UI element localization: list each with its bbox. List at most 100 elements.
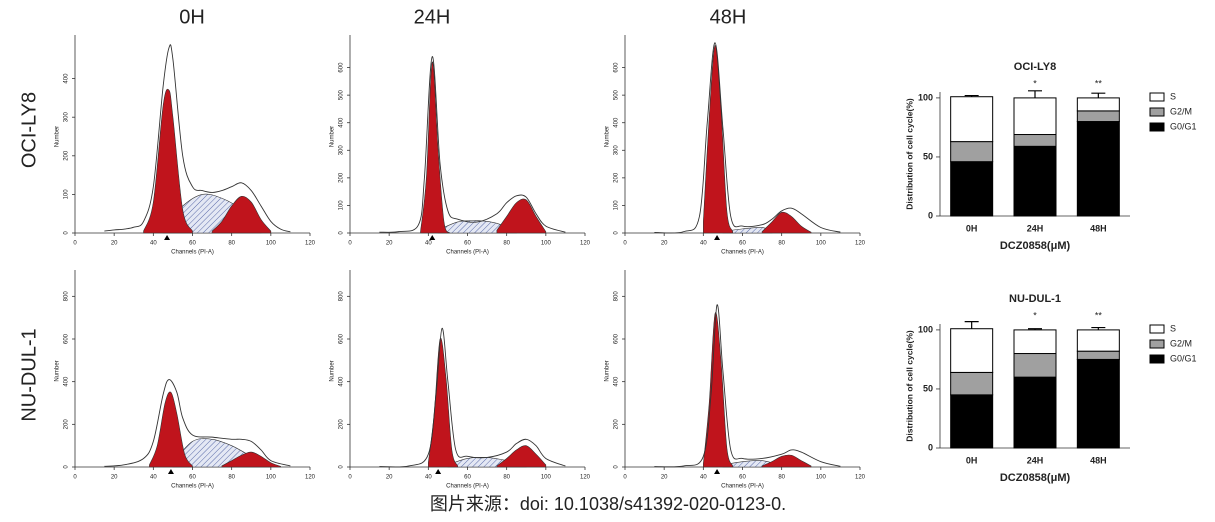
y-tick-label: 100 xyxy=(918,92,933,102)
x-tick-label: 40 xyxy=(700,475,707,481)
g1-marker xyxy=(714,469,721,474)
bar-segment xyxy=(950,161,994,217)
x-tick-label: 60 xyxy=(189,475,196,481)
column-label: 0H xyxy=(179,6,205,28)
x-tick-label: 60 xyxy=(739,475,746,481)
legend-label: G2/M xyxy=(1170,106,1192,116)
y-axis-label: Number xyxy=(605,360,611,381)
bar-segment xyxy=(1013,145,1057,217)
x-tick-label: 0 xyxy=(348,241,352,247)
x-tick-label: 24H xyxy=(1027,223,1044,233)
x-axis-label: Channels (PI-A) xyxy=(721,250,764,256)
x-tick-label: 20 xyxy=(661,241,668,247)
histogram-line xyxy=(654,304,841,468)
x-tick-label: 120 xyxy=(855,475,866,481)
histogram-area xyxy=(149,391,193,468)
y-tick-label: 600 xyxy=(614,62,620,73)
histogram-line xyxy=(104,379,291,467)
x-tick-label: 0H xyxy=(966,223,978,233)
y-tick-label: 500 xyxy=(614,89,620,100)
y-tick-label: 0 xyxy=(614,231,620,235)
x-tick-label: 20 xyxy=(111,241,118,247)
x-tick-label: 120 xyxy=(305,475,316,481)
x-tick-label: 60 xyxy=(464,475,471,481)
x-tick-label: 80 xyxy=(503,241,510,247)
significance: ** xyxy=(1095,310,1103,320)
legend-swatch xyxy=(1149,354,1165,364)
bar-segment xyxy=(1013,134,1057,147)
y-tick-label: 400 xyxy=(64,376,70,387)
error-bar xyxy=(964,321,979,329)
significance: * xyxy=(1033,78,1037,88)
x-tick-label: 80 xyxy=(778,475,785,481)
histogram-line xyxy=(654,42,841,234)
x-tick-label: 80 xyxy=(228,241,235,247)
y-tick-label: 600 xyxy=(614,333,620,344)
y-tick-label: 600 xyxy=(339,62,345,73)
y-tick-label: 0 xyxy=(64,231,70,235)
y-tick-label: 0 xyxy=(64,465,70,469)
y-tick-label: 400 xyxy=(614,376,620,387)
bar-segment xyxy=(1076,329,1120,352)
legend-label: G0/G1 xyxy=(1170,121,1197,131)
y-tick-label: 600 xyxy=(64,333,70,344)
y-tick-label: 100 xyxy=(64,189,70,200)
y-tick-label: 200 xyxy=(64,150,70,161)
bar-segment xyxy=(1076,110,1120,123)
histogram-area xyxy=(143,88,193,234)
histogram-area xyxy=(761,454,812,468)
bar-segment xyxy=(1076,350,1120,360)
x-tick-label: 120 xyxy=(580,475,591,481)
y-axis-label: Number xyxy=(330,126,336,147)
y-tick-label: 400 xyxy=(64,73,70,84)
y-tick-label: 100 xyxy=(339,200,345,211)
x-tick-label: 0 xyxy=(348,475,352,481)
legend-swatch xyxy=(1149,107,1165,117)
row-label: NU-DUL-1 xyxy=(18,328,40,421)
y-tick-label: 500 xyxy=(339,89,345,100)
x-tick-label: 100 xyxy=(816,241,827,247)
error-bar xyxy=(1028,90,1042,98)
column-label: 48H xyxy=(710,6,747,28)
x-tick-label: 24H xyxy=(1027,455,1044,465)
y-tick-label: 400 xyxy=(339,117,345,128)
x-axis-label: DCZ0858(μM) xyxy=(1000,472,1071,484)
x-tick-label: 60 xyxy=(464,241,471,247)
error-bar xyxy=(1028,328,1042,330)
bar-segment xyxy=(950,328,994,373)
x-tick-label: 60 xyxy=(189,241,196,247)
y-tick-label: 800 xyxy=(64,291,70,302)
y-tick-label: 600 xyxy=(339,333,345,344)
legend-swatch xyxy=(1149,122,1165,132)
bar-segment xyxy=(1013,376,1057,449)
histogram-area xyxy=(761,211,812,234)
y-tick-label: 0 xyxy=(339,231,345,235)
x-axis-label: Channels (PI-A) xyxy=(171,484,214,490)
y-axis-label: Distribution of cell cycle(%) xyxy=(904,98,914,210)
histogram-area xyxy=(420,61,451,234)
x-tick-label: 100 xyxy=(816,475,827,481)
x-tick-label: 0H xyxy=(966,455,978,465)
histogram-area xyxy=(221,451,281,468)
g1-marker xyxy=(167,469,174,474)
chart-title: NU-DUL-1 xyxy=(1009,293,1061,305)
bar-segment xyxy=(1076,97,1120,112)
histogram-area xyxy=(496,198,547,234)
g1-marker xyxy=(714,235,721,240)
x-axis-label: Channels (PI-A) xyxy=(171,250,214,256)
x-tick-label: 80 xyxy=(503,475,510,481)
column-label: 24H xyxy=(414,6,451,28)
x-axis-label: Channels (PI-A) xyxy=(446,484,489,490)
x-tick-label: 20 xyxy=(661,475,668,481)
histogram-line xyxy=(379,56,566,233)
x-tick-label: 120 xyxy=(580,241,591,247)
y-tick-label: 300 xyxy=(64,112,70,123)
y-axis-label: Number xyxy=(330,360,336,381)
x-tick-label: 80 xyxy=(228,475,235,481)
y-tick-label: 800 xyxy=(339,291,345,302)
bar-segment xyxy=(1076,121,1120,217)
y-tick-label: 200 xyxy=(614,172,620,183)
x-tick-label: 120 xyxy=(305,241,316,247)
x-tick-label: 40 xyxy=(425,475,432,481)
x-tick-label: 40 xyxy=(425,241,432,247)
